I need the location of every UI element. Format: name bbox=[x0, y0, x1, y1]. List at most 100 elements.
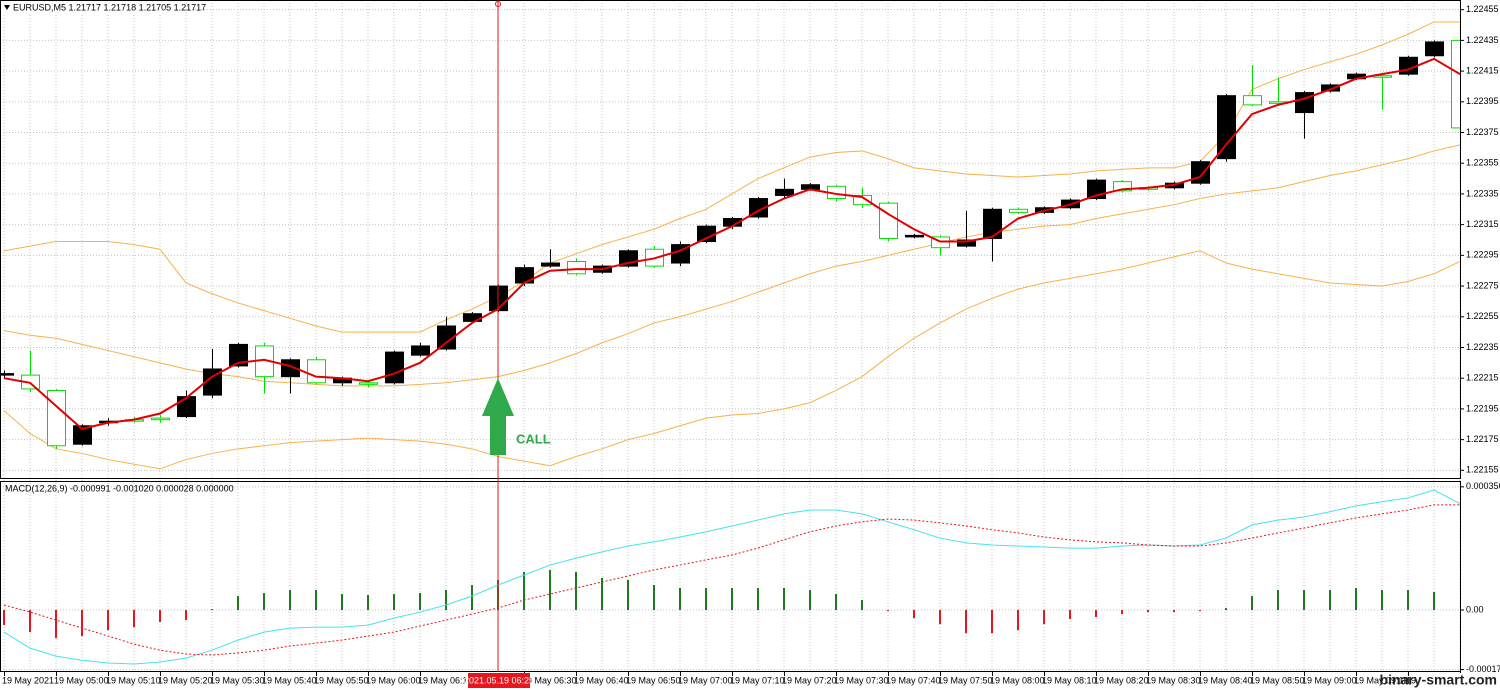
indicator-line bbox=[3, 250, 1460, 470]
y-tick-label: 1.22215 bbox=[1466, 373, 1499, 383]
candle-body bbox=[0, 373, 14, 376]
candle-body bbox=[1321, 84, 1340, 92]
macd-frame bbox=[0, 481, 1461, 672]
call-label: CALL bbox=[516, 431, 551, 446]
x-tick-label: 19 May 09:00 bbox=[1302, 675, 1357, 685]
y-tick-label: 1.22295 bbox=[1466, 250, 1499, 260]
candle-body bbox=[73, 425, 92, 445]
candle-body bbox=[905, 234, 924, 238]
candle-body bbox=[229, 343, 248, 367]
histogram-bar bbox=[419, 593, 421, 611]
histogram-bar bbox=[107, 610, 109, 631]
x-tick-label: 19 May 08:10 bbox=[1042, 675, 1097, 685]
y-tick-label: 1.22355 bbox=[1466, 158, 1499, 168]
y-tick-label: 1.22315 bbox=[1466, 219, 1499, 229]
watermark-bg bbox=[1418, 673, 1500, 690]
candle-body bbox=[411, 345, 430, 356]
x-tick-label: 19 May 07:40 bbox=[886, 675, 941, 685]
x-tick-label: 19 May 06:50 bbox=[626, 675, 681, 685]
histogram-bar bbox=[1381, 590, 1383, 611]
histogram-bar bbox=[263, 593, 265, 611]
x-tick-label: 19 May 07:30 bbox=[834, 675, 889, 685]
title-bg bbox=[2, 2, 182, 14]
x-tick-label: 19 May 06:10 bbox=[418, 675, 473, 685]
candle-body bbox=[1191, 161, 1210, 184]
histogram-bar bbox=[3, 610, 5, 626]
price-panel bbox=[0, 9, 1460, 471]
histogram-bar bbox=[289, 590, 291, 611]
histogram-bar bbox=[471, 584, 473, 611]
x-tick-label: 19 May 05:00 bbox=[54, 675, 109, 685]
histogram-bar bbox=[1303, 590, 1305, 611]
candle-body bbox=[957, 239, 976, 247]
histogram-bar bbox=[1069, 610, 1071, 620]
histogram-bar bbox=[1329, 590, 1331, 611]
histogram-bar bbox=[445, 590, 447, 611]
histogram-bar bbox=[1043, 610, 1045, 625]
candle-body bbox=[1009, 208, 1028, 213]
crosshair-label-bg bbox=[468, 673, 530, 688]
histogram-bar bbox=[315, 590, 317, 611]
histogram-bar bbox=[159, 610, 161, 623]
histogram-bar bbox=[29, 610, 31, 633]
histogram-bar bbox=[1017, 610, 1019, 631]
candle-body bbox=[359, 382, 378, 385]
histogram-bar bbox=[835, 594, 837, 611]
y-tick-label: -0.000172 bbox=[1466, 664, 1500, 674]
call-arrow bbox=[482, 378, 514, 455]
y-tick-label: 0.000356 bbox=[1466, 481, 1500, 491]
crosshair-dot bbox=[495, 1, 501, 7]
y-tick-label: 1.22415 bbox=[1466, 65, 1499, 75]
x-tick-label: 19 May 08:00 bbox=[990, 675, 1045, 685]
histogram-bar bbox=[601, 578, 603, 611]
x-tick-label: 19 May 07:50 bbox=[938, 675, 993, 685]
x-tick-label: 19 May 08:30 bbox=[1146, 675, 1201, 685]
crosshair-label: 2021.05.19 06:25 bbox=[464, 675, 534, 685]
histogram-bar bbox=[809, 590, 811, 611]
histogram-bar bbox=[757, 588, 759, 611]
histogram-bar bbox=[575, 571, 577, 611]
y-tick-label: 1.22455 bbox=[1466, 4, 1499, 14]
histogram-bar bbox=[965, 610, 967, 634]
candle-body bbox=[983, 208, 1002, 239]
histogram-bar bbox=[991, 610, 993, 634]
histogram-bar bbox=[1147, 610, 1149, 613]
x-tick-label: 19 May 09:10 bbox=[1354, 675, 1409, 685]
y-tick-label: 1.22235 bbox=[1466, 342, 1499, 352]
x-tick-label: 19 May 06:40 bbox=[574, 675, 629, 685]
candle-body bbox=[307, 359, 326, 384]
x-tick-label: 19 May 06:00 bbox=[366, 675, 421, 685]
indicator-line bbox=[3, 57, 1460, 430]
x-tick-label: 19 May 05:20 bbox=[158, 675, 213, 685]
candle-body bbox=[385, 351, 404, 384]
histogram-bar bbox=[367, 595, 369, 611]
candle-body bbox=[879, 202, 898, 239]
candle-body bbox=[1113, 181, 1132, 192]
indicator-line bbox=[3, 144, 1460, 387]
histogram-bar bbox=[913, 610, 915, 619]
histogram-bar bbox=[549, 569, 551, 611]
x-tick-label: 19 May 07:20 bbox=[782, 675, 837, 685]
histogram-bar bbox=[1433, 592, 1435, 611]
y-tick-label: 1.22275 bbox=[1466, 280, 1499, 290]
x-tick-label: 19 May 05:10 bbox=[106, 675, 161, 685]
x-tick-label: 19 May 07:10 bbox=[730, 675, 785, 685]
indicator-line bbox=[3, 489, 1460, 665]
histogram-bar bbox=[679, 588, 681, 611]
histogram-bar bbox=[1251, 596, 1253, 611]
histogram-bar bbox=[1199, 610, 1201, 612]
histogram-bar bbox=[523, 571, 525, 611]
x-tick-label: 19 May 08:50 bbox=[1250, 675, 1305, 685]
histogram-bar bbox=[211, 609, 213, 611]
histogram-bar bbox=[185, 610, 187, 621]
histogram-bar bbox=[55, 610, 57, 639]
histogram-bar bbox=[1225, 608, 1227, 611]
x-tick-label: 19 May 05:50 bbox=[314, 675, 369, 685]
histogram-bar bbox=[81, 610, 83, 637]
candle-body bbox=[47, 389, 66, 447]
x-tick-label: 19 May 07:00 bbox=[678, 675, 733, 685]
vertical-grid bbox=[3, 0, 1461, 672]
candle-body bbox=[177, 396, 196, 418]
y-tick-label: 1.22375 bbox=[1466, 127, 1499, 137]
